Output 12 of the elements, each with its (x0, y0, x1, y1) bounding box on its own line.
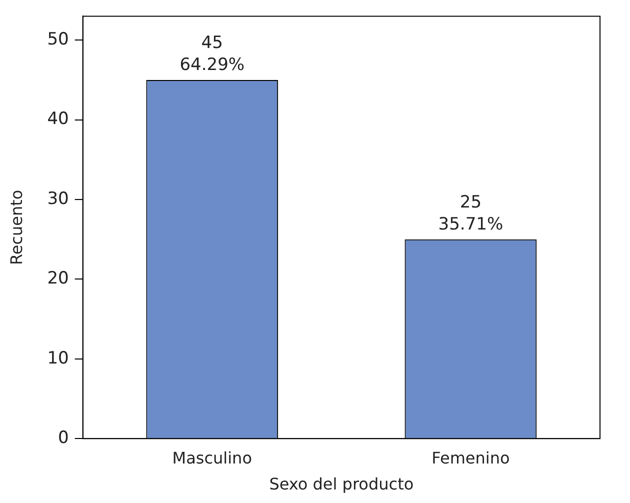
x-tick-label: Masculino (172, 448, 252, 468)
data-label: 25 35.71% (438, 192, 504, 234)
y-tick-label: 40 (47, 109, 69, 130)
y-tick-label: 30 (47, 188, 69, 209)
y-tick-label: 50 (47, 30, 69, 50)
x-tick-label: Femenino (432, 448, 510, 468)
x-axis-title: Sexo del producto (269, 474, 414, 494)
y-axis-title: Recuento (6, 190, 26, 266)
y-tick-label: 10 (47, 348, 69, 368)
y-tick-label: 20 (47, 268, 69, 289)
data-label: 45 64.29% (180, 32, 245, 75)
y-tick-label: 0 (58, 428, 69, 448)
